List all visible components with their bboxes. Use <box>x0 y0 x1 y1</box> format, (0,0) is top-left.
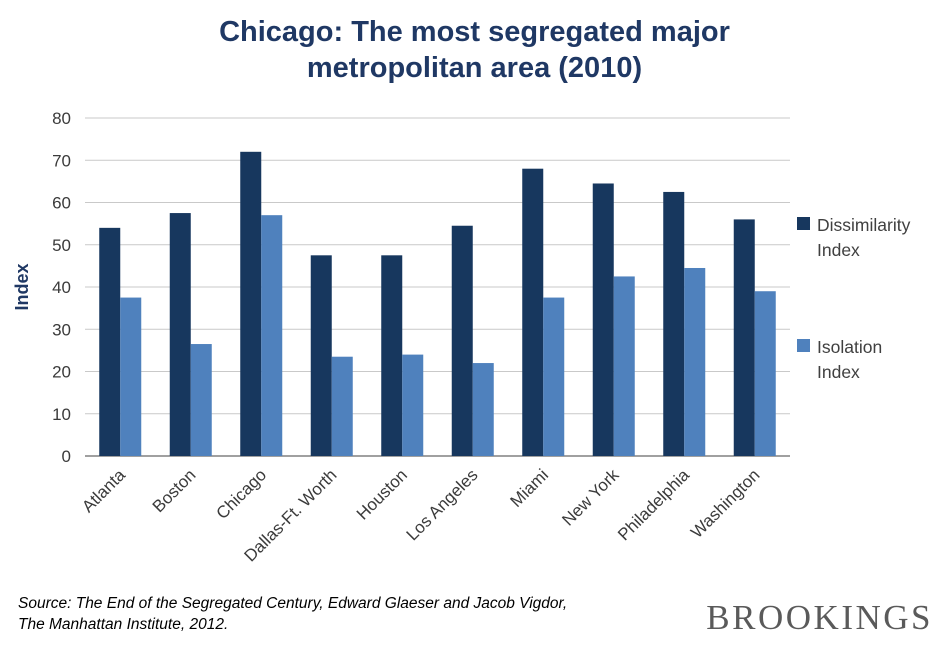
y-tick-label: 40 <box>52 278 71 297</box>
legend-label-isolation: Isolation Index <box>817 337 883 383</box>
y-tick-label: 10 <box>52 405 71 424</box>
category-label: Atlanta <box>78 465 129 516</box>
bar-dissimilarity-houston <box>381 255 403 456</box>
chart-title: Chicago: The most segregated major metro… <box>219 16 730 85</box>
legend-item-dissimilarity: Dissimilarity Index <box>797 213 927 264</box>
category-label: Philadelphia <box>614 465 693 544</box>
bar-isolation-miami <box>543 297 565 456</box>
category-label: Chicago <box>213 465 271 523</box>
bar-isolation-dallas-ft-worth <box>331 356 353 456</box>
y-tick-label: 0 <box>62 447 71 466</box>
bar-isolation-atlanta <box>120 297 142 456</box>
bar-isolation-new-york <box>613 276 635 456</box>
category-label: Miami <box>507 465 552 510</box>
bar-dissimilarity-los-angeles <box>451 225 473 456</box>
bar-isolation-boston <box>190 344 212 456</box>
bar-isolation-washington <box>754 291 776 456</box>
bar-dissimilarity-new-york <box>592 183 614 457</box>
y-tick-label: 50 <box>52 236 71 255</box>
y-axis-title: Index <box>12 263 32 310</box>
legend-item-isolation: Isolation Index <box>797 335 927 386</box>
category-label: New York <box>558 465 623 530</box>
category-label: Boston <box>149 465 200 516</box>
brookings-logo: BROOKINGS <box>706 598 933 637</box>
legend-swatch-dissimilarity-icon <box>797 217 810 230</box>
bar-dissimilarity-miami <box>522 168 544 456</box>
bar-dissimilarity-chicago <box>240 151 262 457</box>
bar-dissimilarity-philadelphia <box>663 191 685 456</box>
category-label: Los Angeles <box>403 465 482 544</box>
category-label: Washington <box>687 465 763 541</box>
y-tick-label: 70 <box>52 151 71 170</box>
source-note: Source: The End of the Segregated Centur… <box>18 593 567 636</box>
y-tick-label: 80 <box>52 109 71 128</box>
y-tick-label: 60 <box>52 194 71 213</box>
legend-label-dissimilarity: Dissimilarity Index <box>817 215 911 261</box>
source-line-1: Source: The End of the Segregated Centur… <box>18 594 568 612</box>
category-label: Houston <box>353 465 411 523</box>
bar-dissimilarity-atlanta <box>99 227 121 456</box>
bar-dissimilarity-dallas-ft-worth <box>310 255 332 456</box>
y-tick-label: 30 <box>52 320 71 339</box>
bar-isolation-chicago <box>261 215 283 456</box>
y-tick-label: 20 <box>52 363 71 382</box>
bar-dissimilarity-washington <box>733 219 755 456</box>
source-line-2: The Manhattan Institute, 2012. <box>18 616 229 634</box>
bar-isolation-philadelphia <box>684 267 706 456</box>
bar-dissimilarity-boston <box>169 213 191 456</box>
legend-swatch-isolation-icon <box>797 339 810 352</box>
bar-isolation-los-angeles <box>472 363 494 456</box>
bar-isolation-houston <box>402 354 424 456</box>
